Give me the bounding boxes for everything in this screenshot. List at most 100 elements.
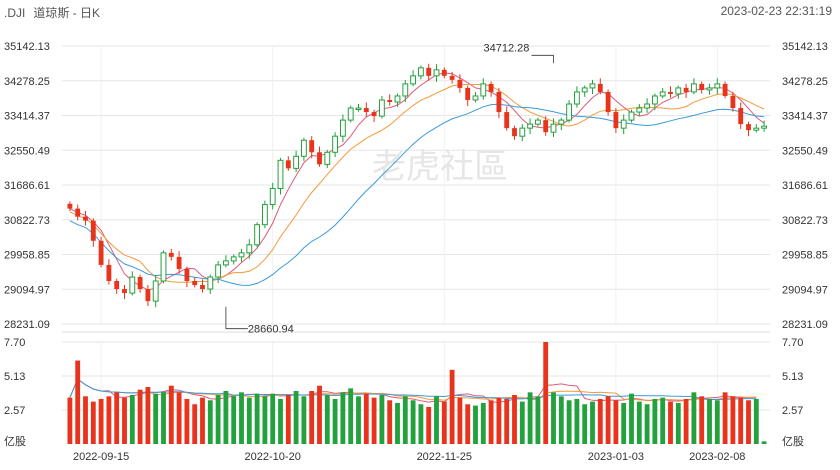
volume-bar <box>441 401 447 444</box>
volume-bar <box>722 392 728 444</box>
volume-bar <box>278 398 283 444</box>
volume-bar <box>254 393 260 444</box>
volume-bar <box>558 396 564 444</box>
volume-bar <box>402 396 408 444</box>
candle-body <box>363 108 369 113</box>
candle-body <box>261 204 268 226</box>
volume-bar <box>215 394 221 444</box>
date-tick: 2022-09-15 <box>73 451 129 463</box>
volume-bar <box>122 397 127 444</box>
price-tick-right: 31686.61 <box>782 180 828 192</box>
volume-bar <box>153 393 159 444</box>
candle-body <box>714 83 721 89</box>
volume-ma-20 <box>69 378 757 401</box>
volume-bar <box>379 394 385 444</box>
candle-body <box>160 252 167 282</box>
volume-tick-right: 2.57 <box>782 405 803 417</box>
volume-bar <box>675 402 681 444</box>
candle-body <box>480 83 487 97</box>
candle-body <box>512 128 517 137</box>
candle-body <box>152 280 159 302</box>
volume-bar <box>145 387 151 444</box>
candle-body <box>472 95 479 101</box>
price-axis-left: 35142.13 34278.25 33414.37 32550.49 31686.61… <box>4 41 50 331</box>
candle-body <box>417 67 424 77</box>
candle-body <box>457 79 463 88</box>
volume-bars <box>67 342 767 444</box>
volume-bar <box>200 397 205 444</box>
candle-body <box>176 256 182 269</box>
candle-body <box>550 123 557 133</box>
volume-bar <box>348 388 354 444</box>
volume-bar <box>317 385 322 444</box>
date-axis: 2022-09-15 2022-10-20 2022-11-25 2023-01-03… <box>73 451 745 463</box>
volume-bar <box>535 396 541 444</box>
candle-body <box>145 289 151 302</box>
volume-bar <box>262 396 268 444</box>
price-tick-right: 28231.09 <box>782 319 828 331</box>
date-tick: 2022-11-25 <box>417 451 472 463</box>
candle-body <box>519 127 526 137</box>
candle-body <box>246 244 253 254</box>
candle-body <box>293 155 300 169</box>
candle-body <box>613 112 619 129</box>
volume-bar <box>176 392 182 444</box>
candle-body <box>200 285 205 290</box>
price-tick-left: 29094.97 <box>4 284 50 296</box>
volume-tick-left: 7.70 <box>4 337 25 349</box>
volume-bar <box>543 342 549 444</box>
price-tick-left: 31686.61 <box>4 180 50 192</box>
candle-body <box>659 91 666 97</box>
candle-body <box>168 252 174 257</box>
price-tick-right: 34278.25 <box>782 76 828 88</box>
volume-bar <box>660 397 666 444</box>
candle-body <box>332 135 339 153</box>
candle-body <box>581 87 588 93</box>
volume-tick-right: 5.13 <box>782 371 803 383</box>
watermark-text: 老虎社區 <box>372 147 508 187</box>
candle-body <box>543 120 549 133</box>
volume-bar <box>309 391 315 444</box>
candle-body <box>75 208 81 217</box>
volume-bar <box>691 392 697 444</box>
price-tick-left: 32550.49 <box>4 145 50 157</box>
volume-bar <box>629 393 634 444</box>
candle-body <box>761 125 768 129</box>
candles[interactable] <box>67 63 768 308</box>
candle-body <box>122 289 127 294</box>
candle-body <box>83 216 88 221</box>
candle-body <box>620 119 627 129</box>
date-tick: 2023-01-03 <box>588 451 644 463</box>
candle-body <box>675 87 682 95</box>
candle-body <box>683 87 689 92</box>
volume-bar <box>192 404 198 444</box>
candle-body <box>137 276 143 290</box>
candle-body <box>215 264 222 278</box>
volume-tick-left: 5.13 <box>4 371 25 383</box>
candle-body <box>441 69 447 76</box>
volume-bar <box>371 397 377 444</box>
volume-bar <box>480 402 486 444</box>
volume-tick-right: 7.70 <box>782 337 803 349</box>
volume-tick-left: 2.57 <box>4 405 25 417</box>
price-tick-left: 29958.85 <box>4 250 50 262</box>
volume-bar <box>582 404 588 444</box>
candle-body <box>746 124 751 131</box>
candle-body <box>496 91 502 113</box>
index-name: 道琼斯 - 日K <box>33 6 101 20</box>
volume-bar <box>363 393 369 444</box>
volume-bar <box>184 398 190 444</box>
date-tick: 2022-10-20 <box>245 451 301 463</box>
volume-bar <box>246 397 252 444</box>
volume-bar <box>340 392 346 444</box>
candle-body <box>238 252 245 258</box>
volume-bar <box>707 398 712 444</box>
candle-body <box>324 151 331 165</box>
volume-bar <box>504 398 510 444</box>
price-tick-right: 33414.37 <box>782 111 828 123</box>
candle-body <box>129 276 136 294</box>
volume-bar <box>137 389 143 444</box>
price-tick-left: 28231.09 <box>4 319 50 331</box>
volume-bar <box>449 369 455 444</box>
